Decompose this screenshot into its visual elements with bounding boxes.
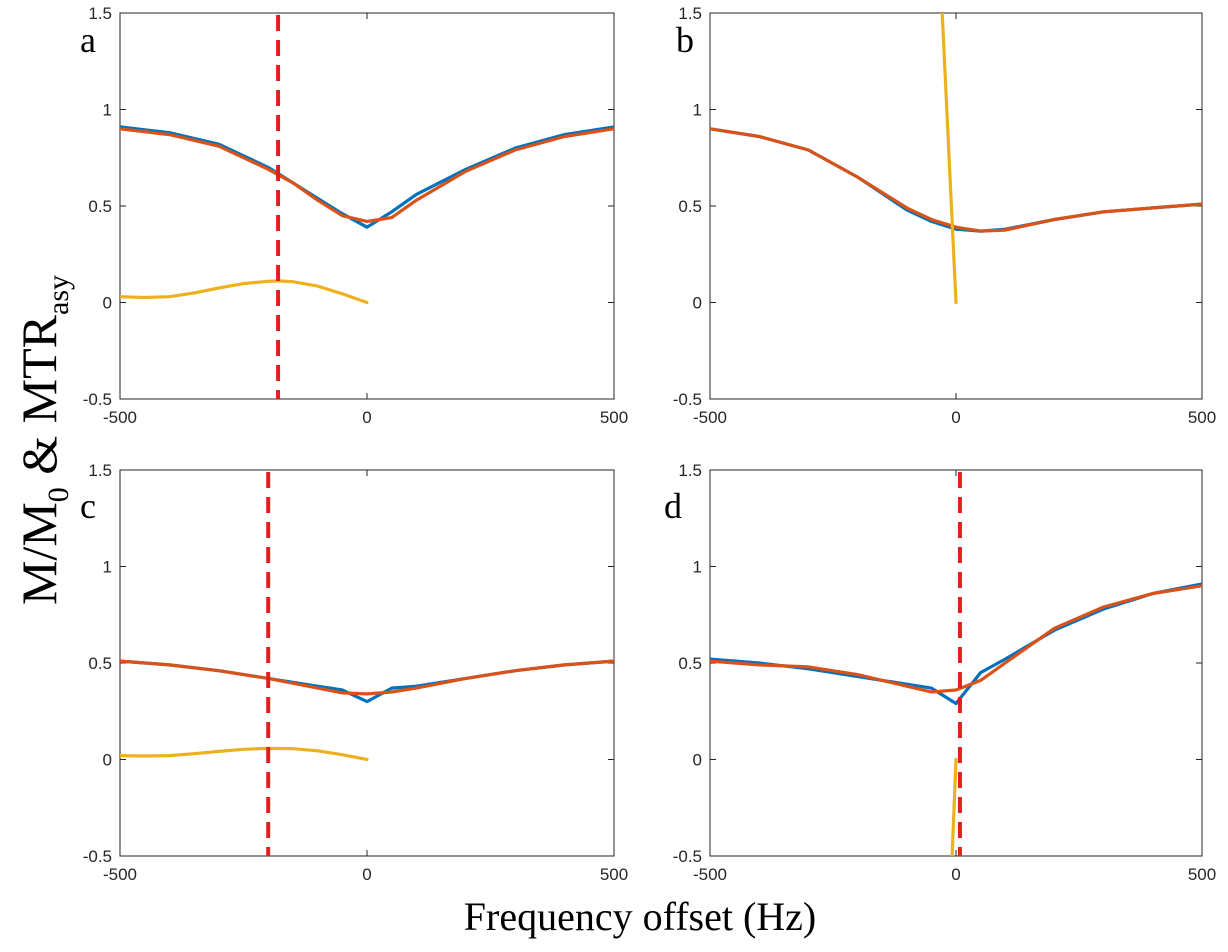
x-tick-label: -500 xyxy=(693,865,727,884)
series-line-MTRasy xyxy=(950,757,958,856)
y-tick-label: 0 xyxy=(693,751,702,770)
panel-a: -0.5 0 0.5 1 1.5 -500 0 500 a xyxy=(80,4,628,427)
plot-series xyxy=(710,13,1202,305)
panel-d: -0.5 0 0.5 1 1.5 -500 0 500 d xyxy=(664,461,1216,884)
panel-c: -0.5 0 0.5 1 1.5 -500 0 500 c xyxy=(80,461,628,884)
plot-series xyxy=(710,472,1202,856)
x-tick-label: 0 xyxy=(362,865,371,884)
panels: -0.5 0 0.5 1 1.5 -500 0 500 a -0.5 0 0.5 1 1.5 -500 0 50… xyxy=(80,4,1216,884)
x-tick-label: -500 xyxy=(103,865,137,884)
x-tick-label: 0 xyxy=(362,408,371,427)
x-tick-label: 500 xyxy=(600,865,628,884)
series-line-MTRasy xyxy=(120,279,369,305)
y-tick-label: 1 xyxy=(103,558,112,577)
y-tick-label: -0.5 xyxy=(673,847,702,866)
y-axis-label: M/M0 & MTRasy xyxy=(11,275,75,605)
x-axis-label: Frequency offset (Hz) xyxy=(464,894,816,939)
y-tick-label: 0.5 xyxy=(88,654,112,673)
y-tick-label: 1.5 xyxy=(88,461,112,480)
series-line-fit xyxy=(120,659,614,696)
y-tick-label: 0.5 xyxy=(678,197,702,216)
series-line-fit xyxy=(710,584,1202,694)
y-tick-label: 0.5 xyxy=(678,654,702,673)
y-tick-label: 0 xyxy=(693,294,702,313)
panel-letter: c xyxy=(80,486,96,526)
panel-letter: a xyxy=(80,20,96,60)
y-tick-label: -0.5 xyxy=(83,847,112,866)
y-tick-label: -0.5 xyxy=(673,390,702,409)
plot-area xyxy=(709,12,1203,400)
y-tick-label: -0.5 xyxy=(83,390,112,409)
y-tick-label: 0 xyxy=(103,751,112,770)
y-tick-label: 1.5 xyxy=(678,4,702,23)
plot-series xyxy=(120,15,614,399)
plot-series xyxy=(120,472,614,856)
x-tick-label: -500 xyxy=(103,408,137,427)
y-axis-label-sub0: 0 xyxy=(42,487,75,502)
panel-letter: b xyxy=(676,20,694,60)
y-axis-label-sub1: asy xyxy=(42,275,75,315)
x-tick-label: 0 xyxy=(951,408,960,427)
x-tick-label: 500 xyxy=(600,408,628,427)
plot-area xyxy=(119,12,615,400)
y-axis-label-main: M/M xyxy=(11,502,67,605)
panel-b: -0.5 0 0.5 1 1.5 -500 0 500 b xyxy=(673,4,1216,427)
x-tick-label: 500 xyxy=(1188,865,1216,884)
series-line-fit xyxy=(120,127,614,223)
y-axis-label-amp: & MTR xyxy=(11,314,67,487)
series-line-MTRasy xyxy=(940,13,958,305)
x-tick-label: 0 xyxy=(951,865,960,884)
plot-area xyxy=(119,469,615,857)
series-line-MTRasy xyxy=(120,746,369,762)
y-tick-label: 1 xyxy=(693,101,702,120)
panel-letter: d xyxy=(664,486,682,526)
series-line-measured xyxy=(710,582,1202,706)
y-tick-label: 1 xyxy=(103,101,112,120)
y-tick-label: 0.5 xyxy=(88,197,112,216)
y-tick-label: 1.5 xyxy=(678,461,702,480)
y-tick-label: 1.5 xyxy=(88,4,112,23)
x-tick-label: -500 xyxy=(693,408,727,427)
x-tick-label: 500 xyxy=(1188,408,1216,427)
y-tick-label: 1 xyxy=(693,558,702,577)
series-line-measured xyxy=(120,125,614,229)
series-line-fit xyxy=(710,127,1202,233)
y-tick-label: 0 xyxy=(103,294,112,313)
